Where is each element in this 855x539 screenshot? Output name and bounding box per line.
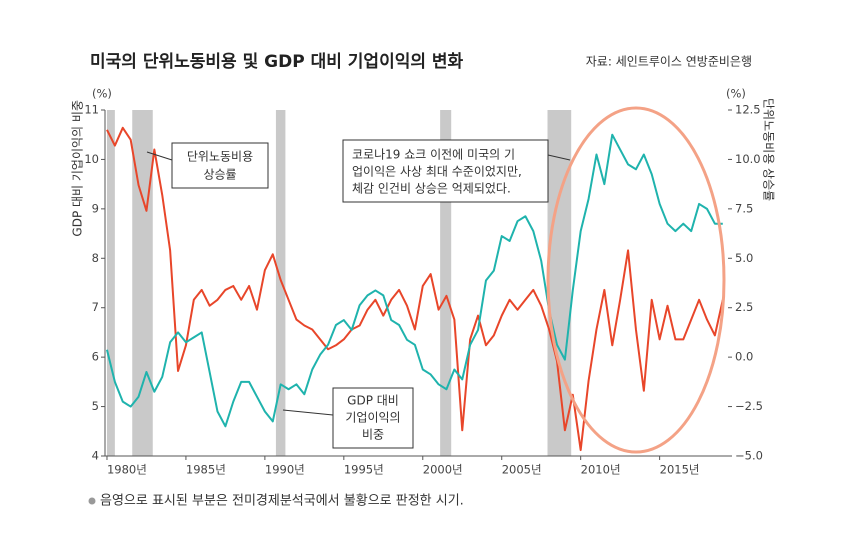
annotation-text: 코로나19 쇼크 이전에 미국의 기 [352,148,515,162]
x-tick-label: 2000년 [423,463,463,477]
y2-unit: (%) [726,87,746,101]
callout-pointer [146,151,173,161]
chart-title: 미국의 단위노동비용 및 GDP 대비 기업이익의 변화 [90,52,464,72]
footnote-bullet [88,497,96,505]
y-tick-label: 11 [84,103,99,117]
y-unit: (%) [92,87,112,101]
x-tick-label: 2015년 [660,463,700,477]
y-axis-label: GDP 대비 기업이익의 비중 [71,100,85,237]
series-line [106,126,724,452]
y2-tick-label: 7.5 [735,201,753,215]
callout-text: 상승률 [203,168,236,182]
recession-band [275,110,286,456]
callout-box [171,142,269,189]
source: 자료: 세인트루이스 연방준비은행 [586,54,752,69]
callout-text: 비중 [362,428,384,442]
annotation-text: 체감 인건비 상승은 억제되었다. [352,182,511,196]
y-tick-label: 4 [92,449,99,463]
callout-text: 단위노동비용 [187,150,253,164]
y2-tick-label: −2.5 [735,399,763,413]
y2-tick-label: 10.0 [735,152,761,166]
recession-band [440,110,452,456]
x-tick-label: 1995년 [344,463,384,477]
callout-text: GDP 대비 [347,394,399,408]
callout-text: 기업이익의 [345,411,400,425]
x-tick-label: 1980년 [107,463,147,477]
x-tick-label: 2005년 [502,463,542,477]
y-tick-label: 8 [92,251,99,265]
callout-box [332,387,414,449]
callout-pointer [282,409,334,416]
highlight-ellipse [546,106,726,454]
recession-band [106,110,115,456]
series-line [105,133,723,428]
x-tick-label: 2010년 [581,463,621,477]
y2-tick-label: 5.0 [735,251,753,265]
annotation-box [342,139,549,203]
y-tick-label: 9 [92,201,99,215]
y2-tick-label: 12.5 [735,103,761,117]
footnote: 음영으로 표시된 부분은 전미경제분석국에서 불황으로 판정한 시기. [100,494,464,509]
callout-pointer [547,154,571,161]
y2-axis-label: 단위노동비용 상승률 [762,98,776,201]
y2-tick-label: −5.0 [735,449,763,463]
recession-band [547,110,572,456]
y2-tick-label: 2.5 [735,300,753,314]
x-tick-label: 1990년 [265,463,305,477]
y2-tick-label: 0.0 [735,350,753,364]
y-tick-label: 6 [92,350,99,364]
plot: 4 5 6 7 8 9 10 11 −5.0 −2.5 0.0 2.5 5.0 7.5 10.0 12.5 19… [84,103,763,477]
y-tick-label: 10 [84,152,99,166]
x-tick-label: 1985년 [186,463,226,477]
annotation-text: 업이익은 사상 최대 수준이었지만, [352,165,522,179]
y-tick-label: 7 [92,300,99,314]
y-tick-label: 5 [92,399,99,413]
